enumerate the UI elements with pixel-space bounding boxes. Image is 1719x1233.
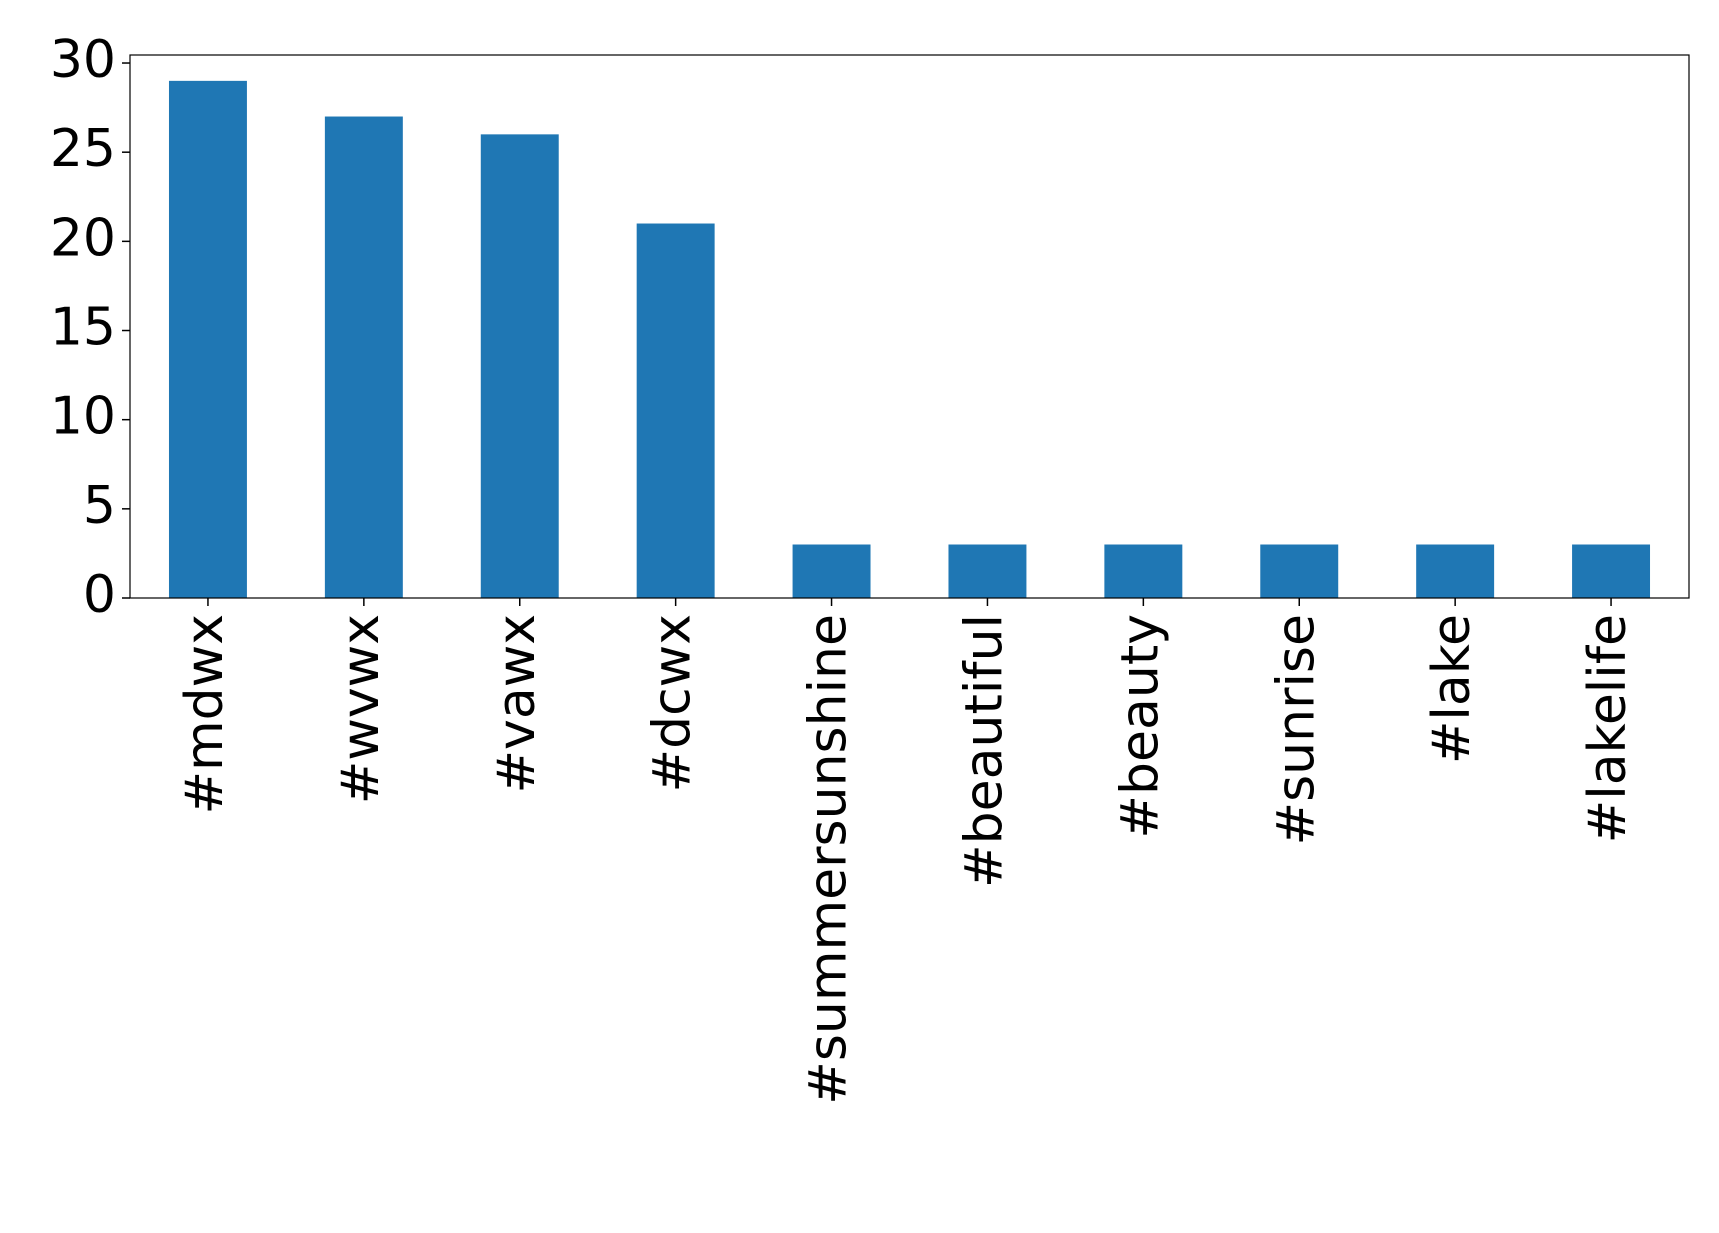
x-tick-label: #lake [1422,614,1482,764]
bar [1260,544,1339,598]
bar [792,544,871,598]
x-tick-label: #beautiful [954,614,1014,888]
bar [1104,544,1183,598]
x-tick-label: #summersunshine [799,614,859,1105]
bar [636,223,715,598]
bar [948,544,1027,598]
x-tick-label: #wvwx [331,614,391,804]
x-tick-label: #mdwx [175,614,235,815]
bar [480,134,559,598]
bar [324,116,403,599]
bar [168,80,247,599]
y-tick-label: 0 [83,565,116,625]
plot-frame [129,54,1690,599]
bar [1416,544,1495,598]
y-tick-label: 15 [50,298,116,358]
y-tick-label: 25 [50,119,116,179]
y-tick-label: 30 [50,30,116,90]
bar [1572,544,1651,598]
x-tick-label: #vawx [487,614,547,794]
x-tick-label: #beauty [1110,614,1170,839]
x-tick-label: #lakelife [1578,614,1638,843]
x-tick-label: #sunrise [1266,614,1326,846]
y-tick-label: 5 [83,476,116,536]
x-tick-label: #dcwx [643,614,703,792]
y-tick-label: 20 [50,208,116,268]
y-tick-label: 10 [50,387,116,447]
